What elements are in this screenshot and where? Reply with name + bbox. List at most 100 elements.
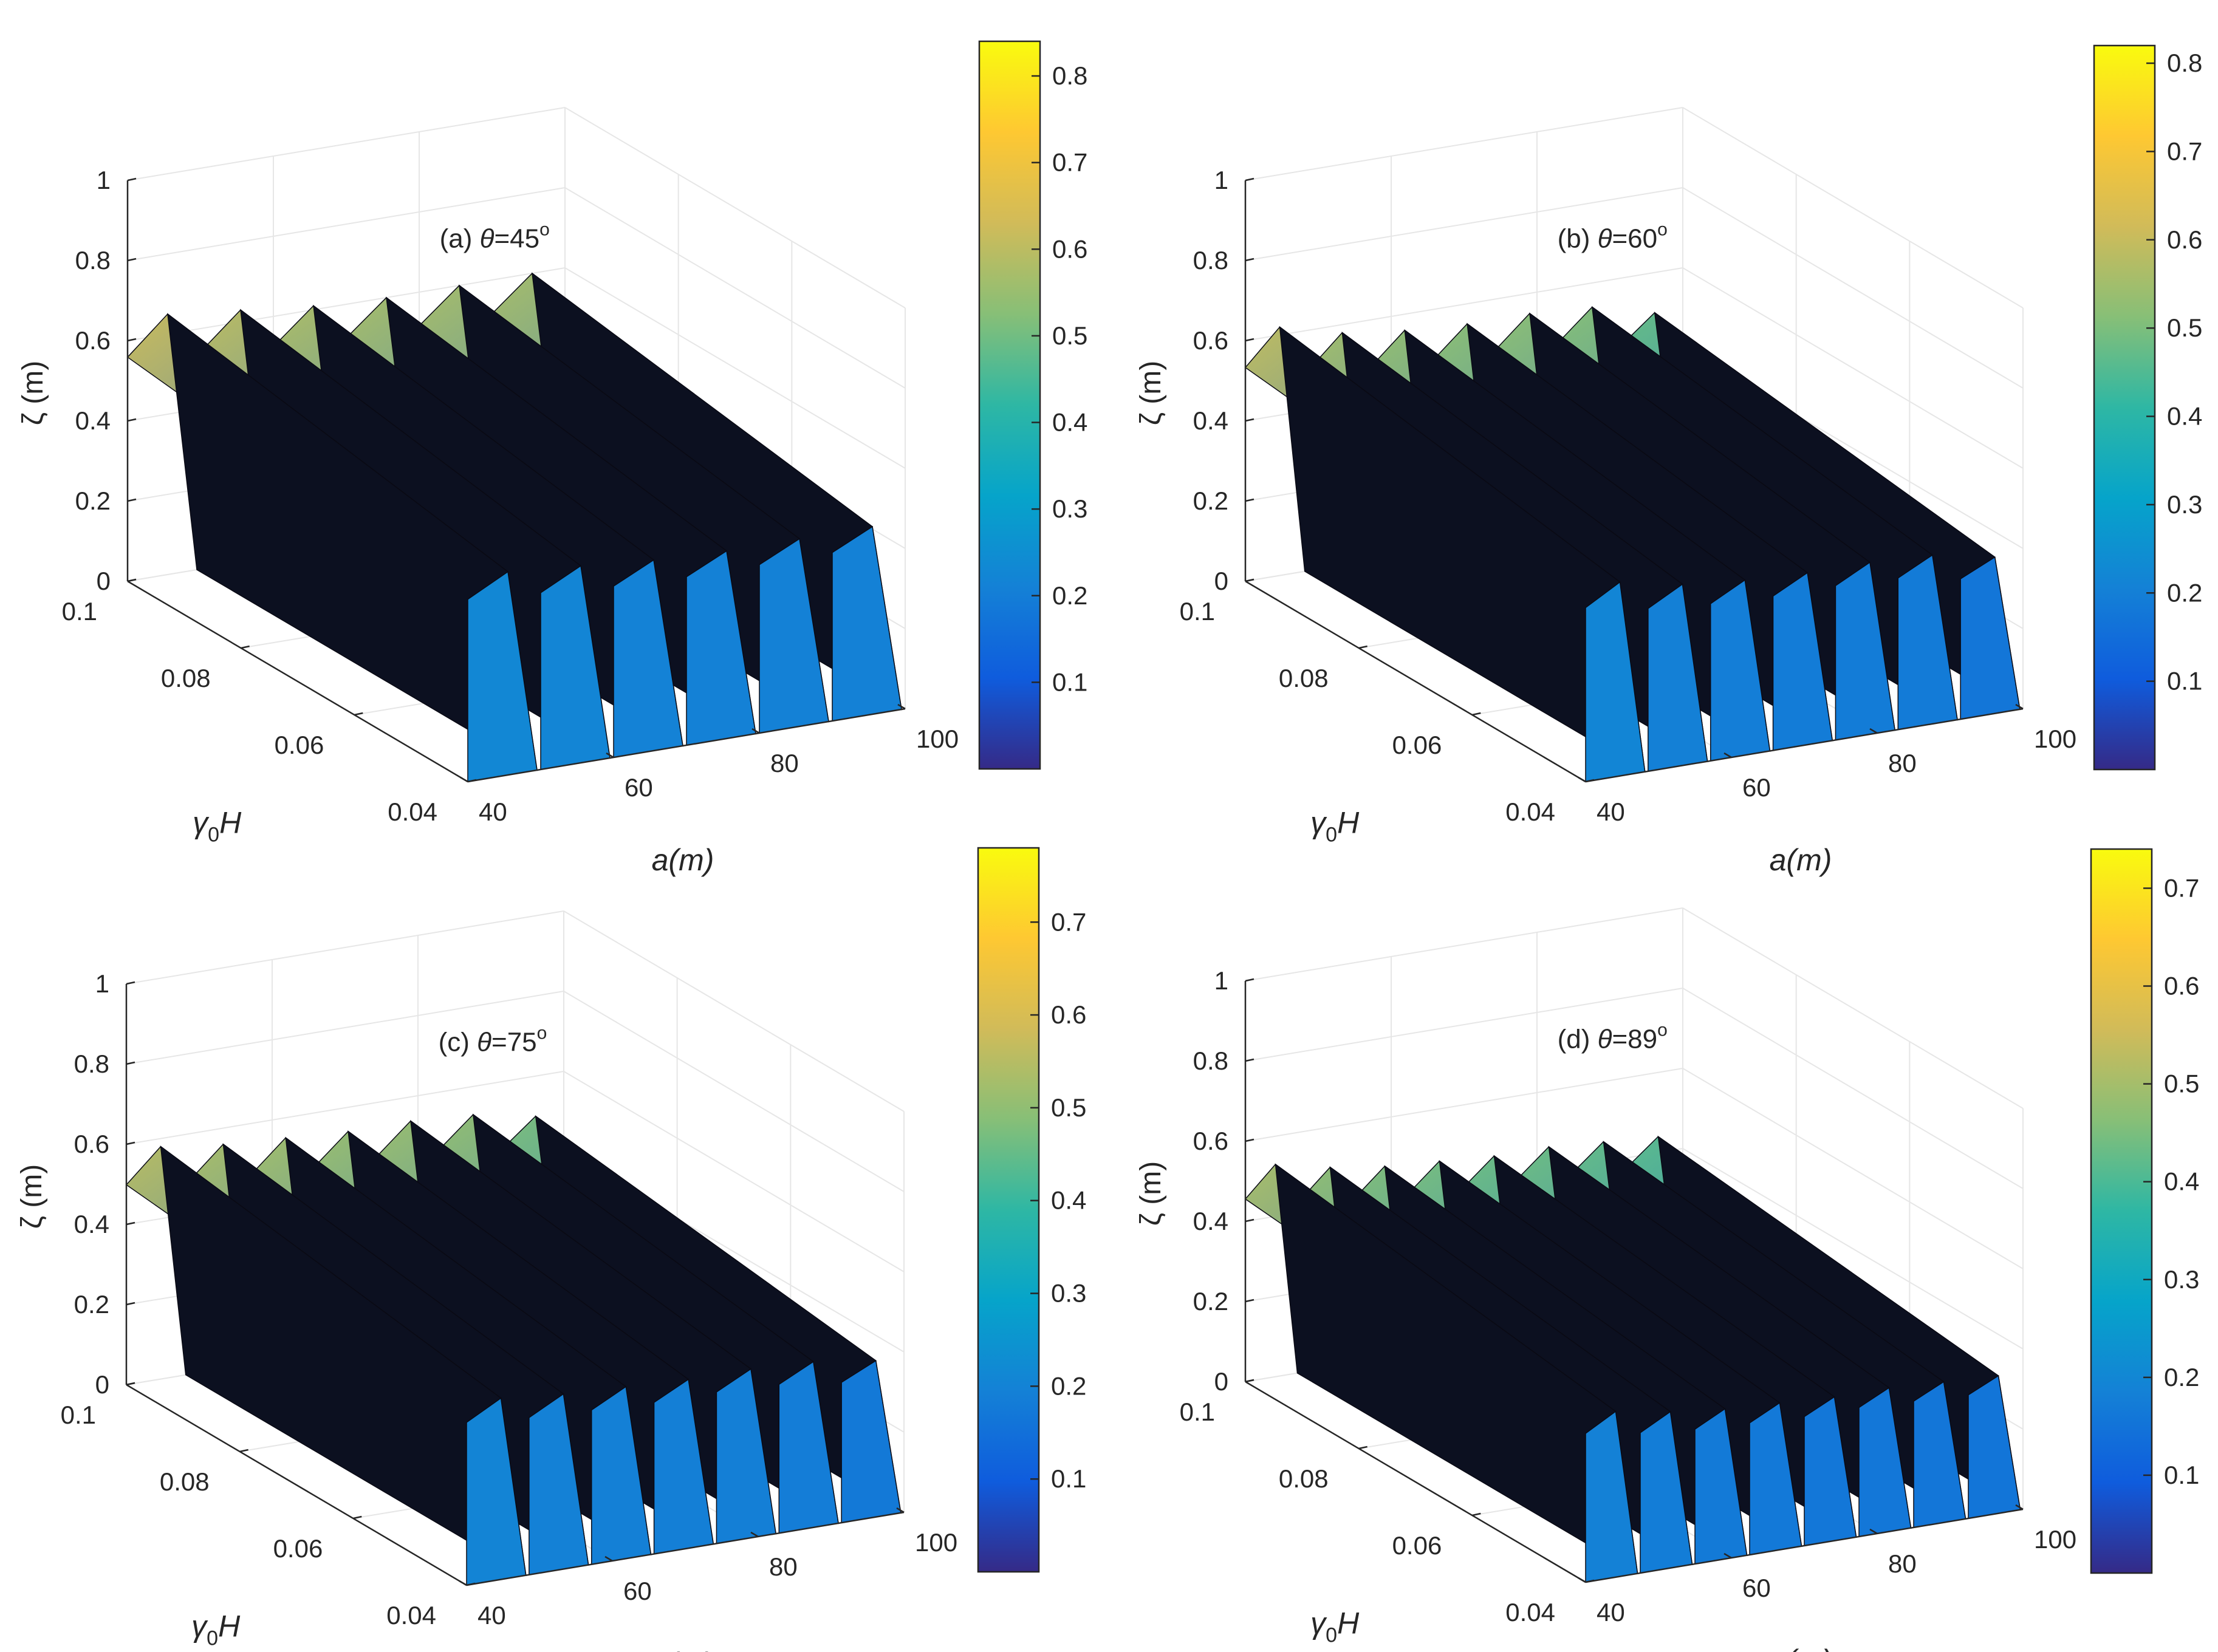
z-axis-label: ζ (m) xyxy=(1135,361,1167,425)
y-tick xyxy=(1578,776,1586,783)
x-tick xyxy=(239,1449,248,1453)
colorbar-tick-label: 0.3 xyxy=(1052,494,1087,523)
x-tick xyxy=(1585,779,1595,783)
y-tick-label: 80 xyxy=(1888,1549,1917,1578)
ridge-end xyxy=(832,525,902,722)
x-tick xyxy=(466,1582,476,1586)
x-tick xyxy=(1245,1379,1254,1383)
colorbar-tick-label: 0.8 xyxy=(1052,61,1087,90)
colorbar: 0.1 0.2 0.3 0.4 0.5 0.6 0.7 xyxy=(977,847,1086,1573)
gridline xyxy=(1245,267,1683,341)
panel-a: 0 0.2 0.4 0.6 0.8 1 0.1 0.08 0.06 0.04 40 60 80 100 ζ … xyxy=(17,40,1087,877)
x-axis-line xyxy=(1245,1381,1586,1583)
surface xyxy=(126,272,902,782)
colorbar-tick-label: 0.2 xyxy=(2164,1363,2199,1391)
colorbar-bar xyxy=(977,847,1040,1573)
x-tick-label: 0.06 xyxy=(275,731,324,759)
gridline xyxy=(1682,1148,2024,1350)
y-tick xyxy=(751,728,760,734)
ridge-end xyxy=(841,1360,902,1524)
colorbar-tick-label: 0.7 xyxy=(2164,873,2199,902)
z-tick-label: 0.4 xyxy=(1193,406,1228,435)
x-tick-label: 0.08 xyxy=(1279,664,1329,692)
gridline xyxy=(127,187,566,261)
z-tick xyxy=(127,177,137,182)
x-tick xyxy=(1245,578,1254,582)
x-tick-label: 0.04 xyxy=(1505,1598,1555,1626)
x-tick-label: 0.04 xyxy=(388,797,437,826)
gridline xyxy=(126,1071,564,1145)
y-tick xyxy=(1723,1552,1732,1559)
colorbar-bar xyxy=(2093,44,2156,771)
y-tick xyxy=(1578,1577,1586,1583)
z-tick xyxy=(126,1302,135,1306)
gridline xyxy=(1245,1068,1683,1142)
y-tick-label: 100 xyxy=(916,725,959,753)
z-tick xyxy=(1245,498,1254,502)
x-tick xyxy=(1358,1445,1367,1450)
colorbar-bar xyxy=(978,40,1041,770)
x-tick xyxy=(354,712,363,716)
colorbar-tick-label: 0.7 xyxy=(2167,137,2202,165)
x-axis-label: γ0H xyxy=(191,1609,241,1650)
z-tick-label: 1 xyxy=(1214,966,1228,995)
y-axis-label: a(m) xyxy=(1770,1643,1832,1652)
gridline xyxy=(564,107,906,309)
z-tick-label: 0.8 xyxy=(75,246,111,275)
z-tick-label: 0.2 xyxy=(1193,486,1228,515)
colorbar-tick-label: 0.1 xyxy=(2164,1461,2199,1489)
colorbar-tick-label: 0.5 xyxy=(1051,1093,1086,1122)
colorbar-tick-label: 0.2 xyxy=(1052,581,1087,610)
z-tick-label: 1 xyxy=(95,969,109,998)
axes xyxy=(1244,180,2024,783)
y-tick-label: 80 xyxy=(1888,749,1917,777)
gridline xyxy=(564,267,906,469)
gridline xyxy=(1245,107,1683,181)
y-axis-label: a(m) xyxy=(1770,843,1832,877)
panel-annotation: (a) θ=45o xyxy=(440,219,550,253)
panel-c: 0 0.2 0.4 0.6 0.8 1 0.1 0.08 0.06 0.04 40 60 80 100 ζ … xyxy=(16,847,1086,1652)
z-tick xyxy=(1245,1058,1254,1062)
x-tick xyxy=(126,1382,135,1386)
z-tick-label: 0 xyxy=(1214,567,1228,595)
z-tick-label: 0.6 xyxy=(75,326,111,355)
colorbar: 0.1 0.2 0.3 0.4 0.5 0.6 0.7 0.8 xyxy=(978,40,1087,770)
z-tick xyxy=(126,1061,135,1065)
z-axis-label: ζ (m) xyxy=(16,1164,48,1229)
z-tick xyxy=(1245,1218,1254,1223)
z-tick-label: 0.8 xyxy=(1193,246,1228,275)
colorbar-tick-label: 0.7 xyxy=(1051,907,1086,936)
x-axis-label: γ0H xyxy=(1310,806,1360,847)
z-tick xyxy=(126,1141,135,1145)
colorbar-tick-label: 0.2 xyxy=(1051,1371,1086,1400)
gridline xyxy=(1682,988,2024,1189)
x-axis-line xyxy=(127,580,468,783)
panel-annotation: (d) θ=89o xyxy=(1558,1020,1668,1054)
z-tick xyxy=(1245,258,1254,262)
x-tick-label: 0.04 xyxy=(386,1601,436,1630)
y-tick xyxy=(750,1531,759,1538)
z-tick xyxy=(1245,978,1254,982)
z-tick-label: 1 xyxy=(97,166,111,194)
y-tick xyxy=(604,1555,613,1562)
x-tick xyxy=(1472,712,1481,716)
y-tick xyxy=(2015,703,2024,710)
z-tick xyxy=(127,418,137,422)
x-axis-line xyxy=(1245,580,1586,783)
gridline xyxy=(1682,907,2024,1109)
z-tick xyxy=(1245,1299,1254,1303)
ridge-end xyxy=(1960,556,2021,720)
y-tick-label: 100 xyxy=(2034,725,2076,753)
panel-annotation: (c) θ=75o xyxy=(439,1023,547,1057)
y-tick-label: 40 xyxy=(479,797,507,826)
x-tick-label: 0.06 xyxy=(1392,731,1442,759)
y-tick-label: 40 xyxy=(1597,1598,1625,1626)
colorbar-tick-label: 0.5 xyxy=(2164,1070,2199,1098)
y-tick-label: 60 xyxy=(625,773,653,802)
gridline xyxy=(1682,1068,2024,1269)
y-axis-line xyxy=(466,1511,905,1586)
z-tick xyxy=(1245,418,1254,422)
y-axis-line xyxy=(1585,1508,2024,1583)
x-tick-label: 0.1 xyxy=(61,1401,96,1429)
colorbar-tick-label: 0.3 xyxy=(2167,490,2202,519)
